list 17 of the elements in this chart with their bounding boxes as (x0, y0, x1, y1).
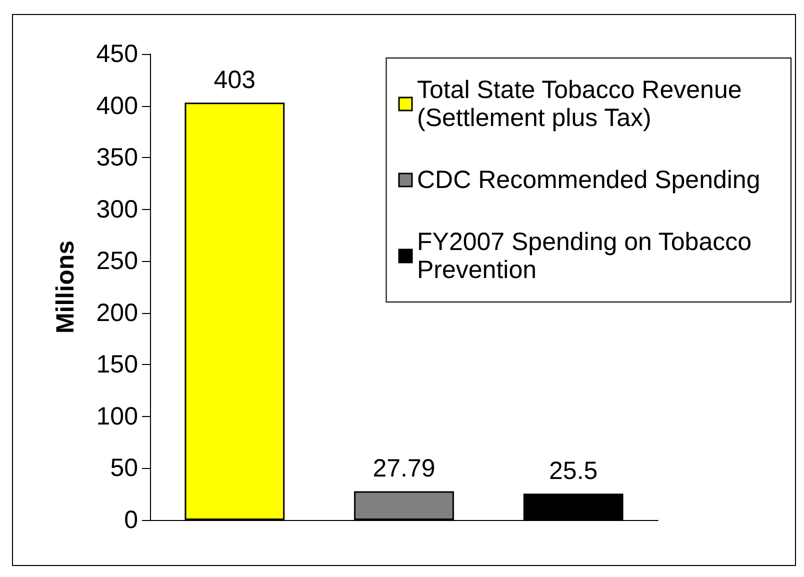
data-label: 27.79 (372, 454, 436, 483)
y-tick-label: 300 (96, 195, 138, 224)
y-tick-label: 100 (96, 402, 138, 430)
y-tick-label: 450 (96, 40, 138, 68)
legend-label: Total State Tobacco Revenue (Settlement plus Tax) (417, 76, 749, 132)
y-tick-label: 50 (110, 454, 138, 482)
y-tick-label: 200 (96, 298, 138, 327)
y-tick-label: 350 (96, 144, 138, 172)
data-label: 403 (214, 66, 256, 94)
y-tick-label: 0 (124, 506, 138, 534)
y-tick-label: 250 (96, 247, 138, 276)
y-tick-label: 150 (96, 350, 138, 379)
legend-label: CDC Recommended Spending (417, 166, 760, 194)
data-label: 25.5 (548, 457, 598, 486)
legend-label: FY2007 Spending on Tobacco Prevention (417, 228, 758, 284)
y-tick-label: 400 (96, 92, 138, 120)
y-axis-title: Millions (52, 240, 80, 334)
